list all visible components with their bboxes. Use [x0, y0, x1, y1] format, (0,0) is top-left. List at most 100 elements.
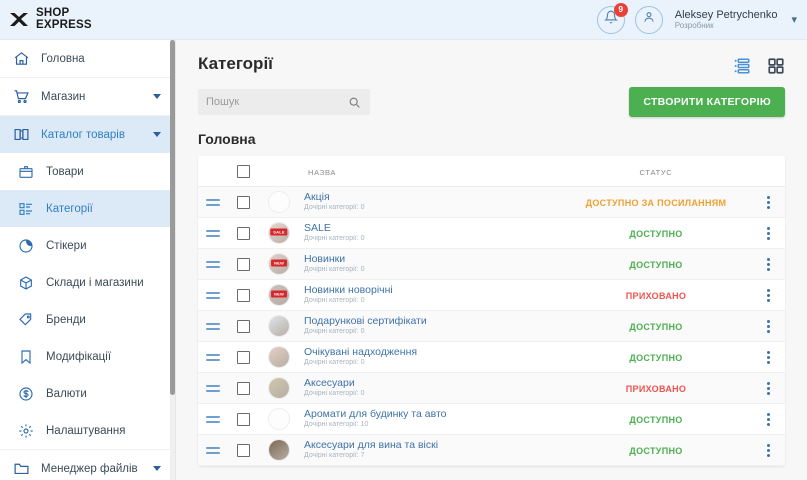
drag-handle-icon[interactable] — [206, 322, 220, 330]
table-row[interactable]: Подарункові сертифікати Дочірні категорії… — [198, 311, 785, 342]
sidebar-scrollbar-thumb[interactable] — [170, 40, 175, 395]
table-row[interactable]: Аромати для будинку та авто Дочірні катег… — [198, 404, 785, 435]
drag-handle-icon[interactable] — [206, 353, 220, 361]
row-menu-cell[interactable] — [751, 288, 785, 302]
category-name-link[interactable]: Очікувані надходження — [304, 346, 418, 359]
row-checkbox[interactable] — [236, 443, 250, 457]
row-actions-menu-icon[interactable] — [766, 412, 770, 426]
chevron-down-icon[interactable]: ▾ — [791, 14, 797, 26]
row-checkbox[interactable] — [236, 350, 250, 364]
create-category-button[interactable]: СТВОРИТИ КАТЕГОРІЮ — [629, 87, 785, 117]
table-row[interactable]: Аксесуари Дочірні категорії: 0 ПРИХОВАНО — [198, 373, 785, 404]
row-select-cell[interactable] — [228, 443, 258, 457]
sidebar-item-shop[interactable]: Магазин — [0, 78, 175, 115]
category-name-link[interactable]: Новинки — [304, 253, 346, 266]
sidebar-item-catalog[interactable]: Каталог товарів — [0, 116, 175, 153]
row-menu-cell[interactable] — [751, 350, 785, 364]
row-handle-cell[interactable] — [198, 415, 228, 423]
chevron-down-icon[interactable] — [153, 466, 161, 471]
row-menu-cell[interactable] — [751, 257, 785, 271]
row-checkbox[interactable] — [236, 195, 250, 209]
drag-handle-icon[interactable] — [206, 446, 220, 454]
row-actions-menu-icon[interactable] — [766, 257, 770, 271]
header-select-all-cell[interactable] — [228, 164, 258, 178]
row-actions-menu-icon[interactable] — [766, 288, 770, 302]
sidebar-item-warehouses[interactable]: Склади і магазини — [0, 264, 175, 301]
list-view-icon[interactable] — [733, 57, 751, 75]
sidebar-scrollbar[interactable] — [170, 40, 175, 480]
row-handle-cell[interactable] — [198, 384, 228, 392]
row-actions-menu-icon[interactable] — [766, 226, 770, 240]
row-checkbox[interactable] — [236, 288, 250, 302]
row-actions-menu-icon[interactable] — [766, 381, 770, 395]
drag-handle-icon[interactable] — [206, 198, 220, 206]
chevron-down-icon[interactable] — [153, 132, 161, 137]
table-row[interactable]: Очікувані надходження Дочірні категорії: … — [198, 342, 785, 373]
category-name-link[interactable]: Аромати для будинку та авто — [304, 408, 447, 421]
notifications-button[interactable]: 9 — [596, 2, 628, 34]
row-select-cell[interactable] — [228, 412, 258, 426]
row-select-cell[interactable] — [228, 226, 258, 240]
drag-handle-icon[interactable] — [206, 415, 220, 423]
search-box[interactable] — [198, 89, 370, 115]
row-handle-cell[interactable] — [198, 260, 228, 268]
drag-handle-icon[interactable] — [206, 384, 220, 392]
category-name-link[interactable]: Подарункові сертифікати — [304, 315, 427, 328]
row-handle-cell[interactable] — [198, 446, 228, 454]
logo[interactable]: SHOP EXPRESS — [0, 0, 176, 39]
row-select-cell[interactable] — [228, 319, 258, 333]
search-icon[interactable] — [348, 96, 362, 109]
row-select-cell[interactable] — [228, 257, 258, 271]
table-row[interactable]: Аксесуари для вина та віскі Дочірні катег… — [198, 435, 785, 466]
sidebar-item-categories[interactable]: Категорії — [0, 190, 175, 227]
row-handle-cell[interactable] — [198, 198, 228, 206]
row-handle-cell[interactable] — [198, 291, 228, 299]
row-menu-cell[interactable] — [751, 412, 785, 426]
row-actions-menu-icon[interactable] — [766, 319, 770, 333]
search-input[interactable] — [206, 96, 348, 108]
category-name-link[interactable]: Аксесуари — [304, 377, 355, 390]
category-name-link[interactable]: SALE — [304, 222, 331, 235]
sidebar-item-stickers[interactable]: Стікери — [0, 227, 175, 264]
sidebar-item-currencies[interactable]: Валюти — [0, 375, 175, 412]
row-checkbox[interactable] — [236, 412, 250, 426]
table-row[interactable]: NEW Новинки Дочірні категорії: 0 ДОСТУПНО — [198, 249, 785, 280]
row-actions-menu-icon[interactable] — [766, 443, 770, 457]
drag-handle-icon[interactable] — [206, 260, 220, 268]
user-info[interactable]: Aleksey Petrychenko Розробник — [675, 9, 778, 31]
row-menu-cell[interactable] — [751, 381, 785, 395]
chevron-down-icon[interactable] — [153, 94, 161, 99]
sidebar-item-products[interactable]: Товари — [0, 153, 175, 190]
category-name-link[interactable]: Аксесуари для вина та віскі — [304, 439, 439, 452]
row-select-cell[interactable] — [228, 195, 258, 209]
user-avatar-button[interactable] — [634, 5, 663, 34]
drag-handle-icon[interactable] — [206, 291, 220, 299]
row-checkbox[interactable] — [236, 226, 250, 240]
sidebar-item-modifications[interactable]: Модифікації — [0, 338, 175, 375]
table-row[interactable]: Акція Дочірні категорії: 0 ДОСТУПНО ЗА ПОС… — [198, 187, 785, 218]
row-checkbox[interactable] — [236, 381, 250, 395]
row-actions-menu-icon[interactable] — [766, 195, 770, 209]
row-checkbox[interactable] — [236, 257, 250, 271]
row-menu-cell[interactable] — [751, 195, 785, 209]
row-actions-menu-icon[interactable] — [766, 350, 770, 364]
row-select-cell[interactable] — [228, 381, 258, 395]
sidebar-item-settings[interactable]: Налаштування — [0, 412, 175, 449]
row-handle-cell[interactable] — [198, 229, 228, 237]
row-menu-cell[interactable] — [751, 319, 785, 333]
category-name-link[interactable]: Новинки новорічні — [304, 284, 393, 297]
row-handle-cell[interactable] — [198, 353, 228, 361]
row-select-cell[interactable] — [228, 288, 258, 302]
category-name-link[interactable]: Акція — [304, 191, 330, 204]
row-menu-cell[interactable] — [751, 226, 785, 240]
row-select-cell[interactable] — [228, 350, 258, 364]
select-all-checkbox[interactable] — [236, 164, 250, 178]
row-handle-cell[interactable] — [198, 322, 228, 330]
table-row[interactable]: NEW Новинки новорічні Дочірні категорії: 0… — [198, 280, 785, 311]
grid-view-icon[interactable] — [767, 57, 785, 75]
drag-handle-icon[interactable] — [206, 229, 220, 237]
sidebar-item-file-manager[interactable]: Менеджер файлів — [0, 450, 175, 480]
table-row[interactable]: SALE SALE Дочірні категорії: 0 ДОСТУПНО — [198, 218, 785, 249]
sidebar-item-home[interactable]: Головна — [0, 40, 175, 77]
sidebar-item-brands[interactable]: Бренди — [0, 301, 175, 338]
